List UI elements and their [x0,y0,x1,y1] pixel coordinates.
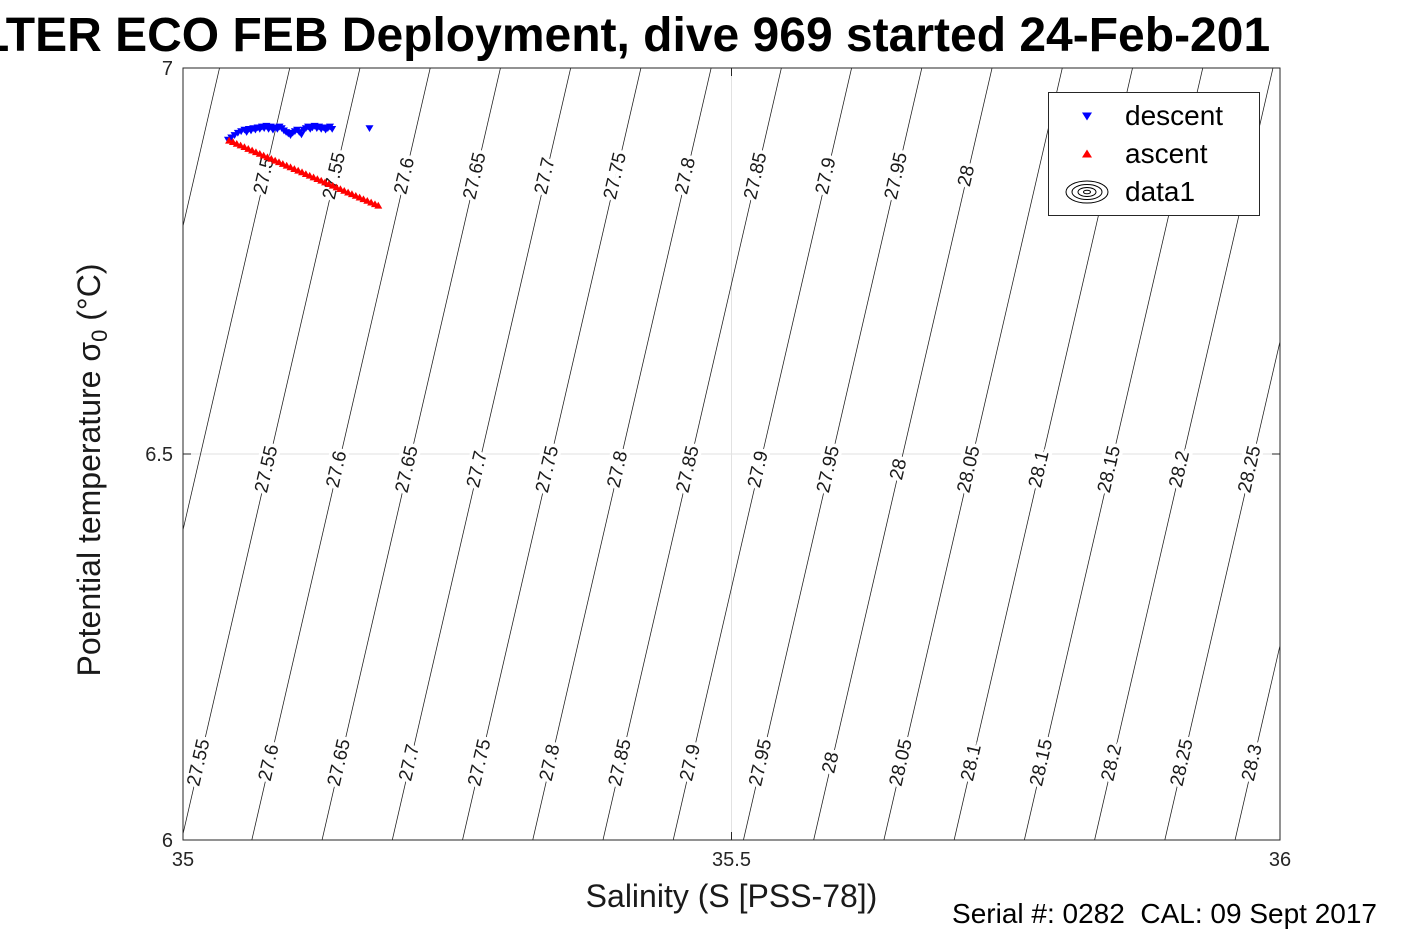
triangle-up-icon [1082,149,1092,158]
legend-entry-descent: descent [1049,97,1259,135]
isopycnal-line [672,68,852,840]
contour-label: 27.6 [390,156,419,197]
contour-label: 27.65 [392,444,423,495]
isopycnal-line [1234,643,1280,840]
contour-label: 28 [954,163,979,188]
contour-label: 27.85 [740,150,771,201]
isopycnal-line [602,68,782,840]
legend-label: descent [1125,100,1224,131]
contour-label: 27.8 [536,742,565,783]
isopycnal-line [391,68,572,840]
contour-label: 27.9 [812,156,841,197]
descent-marker [328,125,337,133]
y-tick-label: 6 [162,830,173,852]
grid-lines [183,68,1280,840]
serial-cal-annotation: Serial #: 0282 CAL: 09 Sept 2017 [952,898,1377,929]
contour-label: 27.75 [532,444,563,495]
contour-label: 28.1 [1025,449,1054,490]
isopycnal-line [462,68,642,840]
chart-title: LTER ECO FEB Deployment, dive 969 starte… [0,9,1271,62]
legend-box: descent ascent data1 [1048,92,1260,216]
contour-label: 28.15 [1094,444,1125,495]
contour-label: 27.95 [813,444,844,495]
y-axis-label-subscript: 0 [87,329,113,342]
contour-label: 27.55 [251,444,282,495]
contour-rings-icon [1065,180,1109,204]
contour-label: 27.95 [745,737,776,788]
contour-label: 27.95 [881,150,912,201]
isopycnal-line [1164,339,1280,840]
x-tick-label: 35.5 [712,849,751,871]
contour-label: 27.7 [395,742,424,783]
axes-box: 35 35.5 36 6 6.5 7 [145,58,1291,871]
isopycnal-line [183,68,220,228]
contour-label: 27.55 [183,737,214,788]
x-tick-label: 35 [172,849,194,871]
scatter-series [223,122,383,209]
contour-label: 28.25 [1167,737,1198,788]
contour-label: 27.8 [604,449,633,490]
legend-entry-ascent: ascent [1049,135,1259,173]
triangle-down-icon [1082,112,1092,121]
contour-label: 27.8 [671,156,700,197]
descent-marker [365,125,374,133]
contour-labels: 27.5 27.55 27.6 27.65 27.7 27.75 27.8 27.85 27.9… [183,147,1270,792]
contour-label: 28.2 [1165,449,1194,490]
isopycnal-line [321,68,501,840]
isopycnal-contours [183,68,1280,840]
isopycnal-line [532,68,712,840]
contour-label: 27.7 [531,156,560,197]
isopycnal-line [883,68,1063,840]
y-tick-label: 7 [162,58,173,80]
contour-label: 27.85 [673,444,704,495]
ascent-series [225,136,383,209]
isopycnal-line [743,68,923,840]
legend-label: ascent [1125,138,1208,169]
contour-label: 27.9 [676,742,705,783]
contour-label: 27.65 [324,737,355,788]
x-axis-label: Salinity (S [PSS-78]) [585,878,878,914]
contour-label: 28 [818,750,843,775]
y-axis-label: Potential temperature σ0 (°C) [71,264,113,677]
contour-label: 27.6 [323,449,352,490]
y-axis-label-text: Potential temperature σ [70,341,107,677]
contour-label: 28.3 [1238,742,1267,783]
contour-label: 28 [886,457,911,482]
isopycnal-line [813,68,993,840]
contour-label: 28.2 [1098,742,1127,783]
contour-label: 27.75 [600,150,631,201]
isopycnal-line [183,68,361,836]
contour-label: 28.05 [953,444,984,495]
contour-label: 27.65 [459,150,490,201]
contour-label: 28.15 [1026,737,1057,788]
descent-series [223,122,374,144]
contour-label: 27.75 [464,737,495,788]
contour-label: 27.6 [255,742,284,783]
contour-label: 28.1 [957,742,986,783]
isopycnal-line [251,68,431,840]
isopycnal-line [183,68,291,532]
y-axis-label-units: (°C) [70,263,107,330]
legend-label: data1 [1125,176,1196,207]
ascent-marker [374,201,383,209]
x-tick-label: 36 [1269,849,1291,871]
contour-label: 28.05 [886,737,917,788]
contour-label: 28.25 [1234,444,1265,495]
contour-label: 27.9 [744,449,773,490]
y-tick-label: 6.5 [145,444,173,466]
contour-label: 27.7 [463,449,492,490]
legend-entry-data1: data1 [1049,173,1259,211]
contour-label: 27.85 [605,737,636,788]
